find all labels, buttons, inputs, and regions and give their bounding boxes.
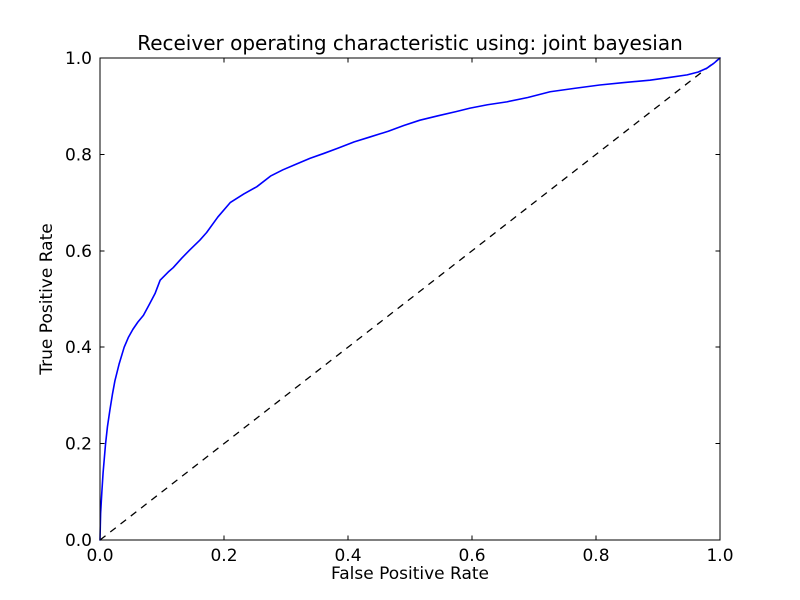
y-tick-label: 0.2 [65,435,92,455]
x-tick-label: 0.4 [334,546,361,566]
x-tick-label: 0.2 [210,546,237,566]
x-tick-label: 1.0 [706,546,733,566]
roc-curve-line [99,57,721,541]
y-tick-labels: 0.0 0.2 0.4 0.6 0.8 1.0 [65,49,92,551]
x-tick-labels: 0.0 0.2 0.4 0.6 0.8 1.0 [86,546,733,566]
chance-diagonal-line [99,57,721,541]
y-tick-label: 0.6 [65,242,92,262]
y-tick-label: 0.0 [65,531,92,551]
x-tick-label: 0.0 [86,546,113,566]
x-axis-label: False Positive Rate [331,564,489,584]
y-tick-label: 1.0 [65,49,92,69]
x-tick-label: 0.6 [458,546,485,566]
y-tick-label: 0.4 [65,338,92,358]
chart-title: Receiver operating characteristic using:… [137,31,683,55]
plot-border [99,57,721,541]
y-axis-label: True Positive Rate [37,223,57,375]
x-tick-label: 0.8 [582,546,609,566]
y-tick-label: 0.8 [65,145,92,165]
